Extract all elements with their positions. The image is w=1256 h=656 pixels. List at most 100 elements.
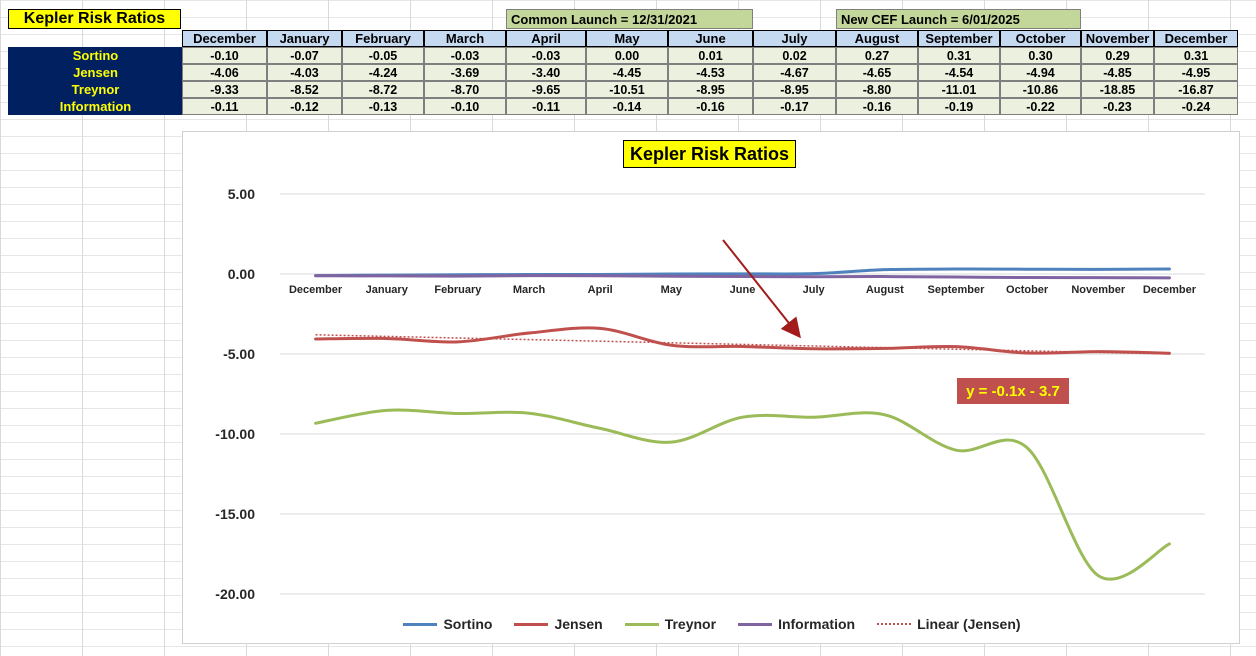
month-header: August — [836, 30, 918, 47]
month-header: January — [267, 30, 342, 47]
legend-swatch — [877, 623, 912, 625]
table-cell: -0.17 — [753, 98, 836, 115]
table-cell: -4.53 — [668, 64, 753, 81]
row-label-treynor: Treynor — [8, 81, 182, 98]
line-chart: 5.00 0.00 -5.00 -10.00 -15.00 -20.00 December J… — [215, 186, 1205, 602]
table-cell: -8.95 — [753, 81, 836, 98]
x-tick-label: August — [866, 284, 904, 296]
table-cell: 0.31 — [1154, 47, 1238, 64]
x-tick-label: October — [1006, 284, 1049, 296]
legend-item: Treynor — [624, 614, 716, 634]
table-cell: -0.16 — [836, 98, 918, 115]
x-tick-label: December — [289, 284, 343, 296]
table-cell: -0.10 — [424, 98, 506, 115]
month-header: June — [668, 30, 753, 47]
legend-swatch — [514, 622, 549, 626]
table-cell: -8.80 — [836, 81, 918, 98]
legend-swatch — [624, 622, 659, 626]
x-tick-label: May — [661, 284, 683, 296]
table-cell: -0.22 — [1000, 98, 1081, 115]
x-tick-label: November — [1071, 284, 1126, 296]
month-header: December — [182, 30, 267, 47]
series-line-jensen — [314, 326, 1171, 355]
month-header: December — [1154, 30, 1238, 47]
legend-item: Sortino — [403, 614, 492, 634]
table-cell: -0.07 — [267, 47, 342, 64]
month-header: May — [586, 30, 668, 47]
table-cell: -4.45 — [586, 64, 668, 81]
annotation-arrow — [722, 239, 801, 339]
month-header: March — [424, 30, 506, 47]
month-header: September — [918, 30, 1000, 47]
x-tick-label: September — [928, 284, 986, 296]
row-label-jensen: Jensen — [8, 64, 182, 81]
legend-item: Jensen — [514, 614, 603, 634]
table-cell: -0.11 — [182, 98, 267, 115]
y-tick-label: 0.00 — [228, 266, 255, 282]
table-cell: -10.51 — [586, 81, 668, 98]
row-label-information: Information — [8, 98, 182, 115]
legend-label: Linear (Jensen) — [917, 616, 1021, 632]
table-cell: -3.69 — [424, 64, 506, 81]
table-cell: -4.06 — [182, 64, 267, 81]
table-cell: -0.13 — [342, 98, 424, 115]
table-cell: -0.12 — [267, 98, 342, 115]
series-line-information — [314, 274, 1171, 280]
month-header: November — [1081, 30, 1154, 47]
table-cell: -4.67 — [753, 64, 836, 81]
chart-legend: Sortino Jensen Treynor Information Linear (J… — [183, 614, 1241, 634]
month-header: February — [342, 30, 424, 47]
table-cell: 0.00 — [586, 47, 668, 64]
table-cell: -4.03 — [267, 64, 342, 81]
month-header: October — [1000, 30, 1081, 47]
month-header: April — [506, 30, 586, 47]
legend-swatch — [738, 622, 773, 626]
table-cell: -0.19 — [918, 98, 1000, 115]
table-cell: -0.23 — [1081, 98, 1154, 115]
legend-swatch — [403, 622, 438, 626]
x-tick-label: April — [588, 284, 613, 296]
table-cell: -8.72 — [342, 81, 424, 98]
x-tick-label: January — [366, 284, 409, 296]
table-title: Kepler Risk Ratios — [8, 9, 181, 29]
chart-title: Kepler Risk Ratios — [623, 140, 797, 168]
y-tick-label: -5.00 — [223, 346, 255, 362]
table-cell: -8.52 — [267, 81, 342, 98]
legend-item: Information — [738, 614, 855, 634]
table-cell: -0.16 — [668, 98, 753, 115]
table-cell: 0.30 — [1000, 47, 1081, 64]
y-tick-label: 5.00 — [228, 186, 255, 202]
table-cell: -0.10 — [182, 47, 267, 64]
table-cell: -18.85 — [1081, 81, 1154, 98]
new-cef-launch-note: New CEF Launch = 6/01/2025 — [836, 9, 1081, 29]
trendline-equation: y = -0.1x - 3.7 — [957, 378, 1069, 404]
table-cell: -8.95 — [668, 81, 753, 98]
table-cell: -0.03 — [424, 47, 506, 64]
table-cell: 0.27 — [836, 47, 918, 64]
table-cell: 0.31 — [918, 47, 1000, 64]
table-cell: -8.70 — [424, 81, 506, 98]
table-cell: 0.29 — [1081, 47, 1154, 64]
x-tick-label: February — [434, 284, 482, 296]
table-cell: -9.65 — [506, 81, 586, 98]
table-cell: -11.01 — [918, 81, 1000, 98]
table-cell: -4.65 — [836, 64, 918, 81]
series-line-treynor — [314, 408, 1171, 581]
x-tick-label: June — [730, 284, 756, 296]
common-launch-note: Common Launch = 12/31/2021 — [506, 9, 753, 29]
y-tick-label: -15.00 — [215, 506, 255, 522]
legend-item: Linear (Jensen) — [877, 614, 1021, 634]
table-cell: -4.94 — [1000, 64, 1081, 81]
y-tick-label: -10.00 — [215, 426, 255, 442]
table-cell: -4.85 — [1081, 64, 1154, 81]
row-label-sortino: Sortino — [8, 47, 182, 64]
x-tick-label: December — [1143, 284, 1197, 296]
x-tick-label: July — [803, 284, 826, 296]
table-cell: -0.11 — [506, 98, 586, 115]
table-cell: -10.86 — [1000, 81, 1081, 98]
table-cell: -0.05 — [342, 47, 424, 64]
table-cell: -0.03 — [506, 47, 586, 64]
table-cell: -4.95 — [1154, 64, 1238, 81]
table-cell: -4.24 — [342, 64, 424, 81]
table-cell: -4.54 — [918, 64, 1000, 81]
